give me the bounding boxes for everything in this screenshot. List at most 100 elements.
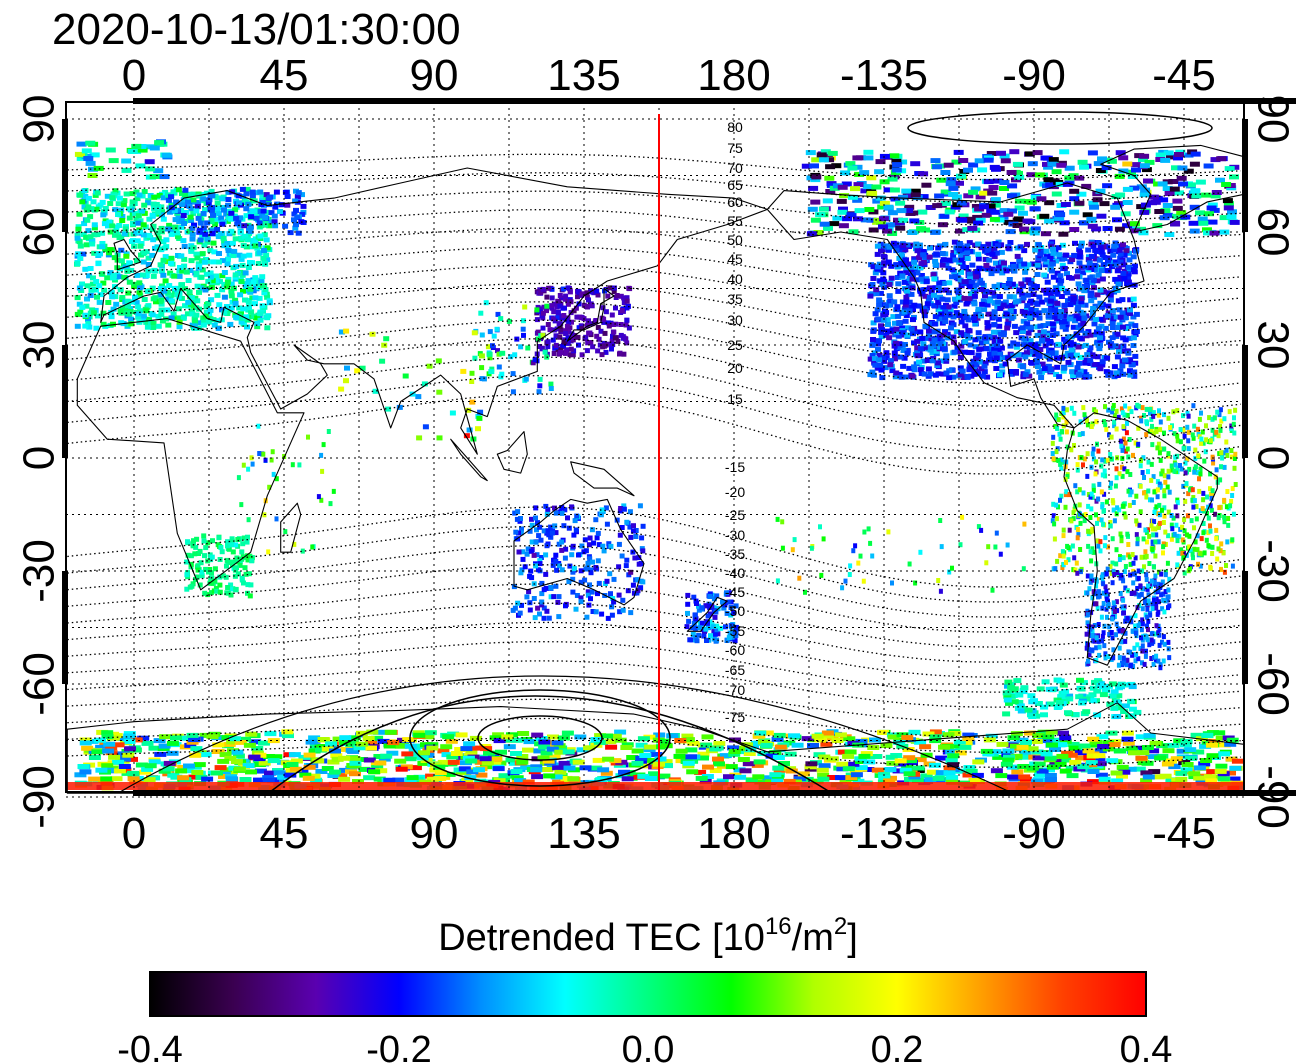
tec-pixel (906, 299, 913, 305)
tec-pixel (889, 327, 896, 333)
tec-pixel (88, 166, 98, 172)
tec-pixel (1156, 658, 1161, 664)
tec-pixel (553, 583, 559, 589)
tec-pixel (210, 212, 216, 218)
tec-pixel (1065, 543, 1070, 549)
tec-pixel (876, 357, 882, 363)
tec-pixel (228, 228, 235, 234)
tec-pixel (203, 566, 209, 572)
tec-pixel (1180, 524, 1185, 530)
tec-pixel (1105, 372, 1112, 378)
tec-pixel (611, 289, 617, 295)
tec-pixel (1083, 372, 1090, 378)
tec-pixel (1061, 405, 1066, 411)
tec-pixel (185, 552, 191, 558)
tec-pixel (1122, 337, 1129, 343)
tec-pixel (122, 305, 129, 311)
tec-pixel (606, 541, 612, 547)
tec-pixel (914, 248, 921, 254)
tec-pixel (150, 237, 157, 243)
tec-pixel (527, 573, 533, 579)
tec-pixel (1077, 250, 1084, 256)
tec-pixel (239, 575, 245, 581)
tec-pixel (1120, 371, 1127, 377)
tec-pixel (1115, 505, 1120, 511)
tec-pixel (999, 153, 1010, 159)
tec-pixel (1110, 498, 1115, 504)
tec-pixel (1114, 226, 1125, 232)
tec-pixel (686, 618, 692, 624)
tec-pixel (1096, 448, 1101, 454)
tec-pixel (1051, 501, 1056, 507)
tec-pixel (583, 566, 589, 572)
tec-pixel (1206, 504, 1211, 510)
tec-pixel (874, 251, 881, 257)
tec-pixel (611, 285, 617, 291)
tec-pixel (1148, 194, 1159, 200)
tec-pixel (161, 152, 172, 158)
tec-pixel (567, 289, 573, 295)
tec-pixel (129, 204, 136, 210)
tec-pixel (252, 240, 258, 246)
tec-pixel (85, 195, 92, 201)
tec-pixel (634, 590, 640, 596)
tec-pixel (86, 273, 93, 279)
tec-pixel (1128, 492, 1133, 498)
tec-pixel (207, 316, 214, 322)
tec-pixel (986, 151, 997, 156)
tec-pixel (95, 261, 102, 267)
tec-pixel (102, 205, 109, 211)
tec-pixel (191, 323, 198, 329)
tec-pixel (554, 304, 560, 310)
tec-pixel (536, 533, 542, 539)
tec-pixel (1028, 298, 1035, 304)
tec-pixel (1221, 550, 1226, 556)
tec-pixel (1094, 419, 1099, 425)
tec-pixel (1113, 370, 1120, 376)
tec-pixel (561, 523, 567, 529)
tec-pixel (174, 230, 181, 236)
tec-pixel (1222, 569, 1227, 575)
tec-pixel (1123, 585, 1128, 591)
tec-pixel (911, 259, 918, 265)
tec-pixel (1027, 161, 1038, 167)
tec-pixel (1118, 591, 1123, 596)
tec-pixel (1210, 454, 1215, 460)
tec-pixel (1050, 250, 1057, 256)
tec-pixel (908, 291, 915, 297)
tec-pixel (133, 217, 140, 222)
tec-pixel (232, 300, 239, 306)
tec-pixel (1133, 630, 1138, 636)
tec-pixel (913, 264, 920, 270)
tec-pixel (295, 230, 302, 236)
tec-pixel (872, 311, 879, 317)
tec-pixel (76, 141, 87, 147)
tec-pixel (1162, 641, 1167, 647)
tec-pixel (225, 189, 232, 195)
tec-pixel (1051, 169, 1062, 175)
tec-pixel (224, 218, 231, 224)
tec-pixel (99, 241, 106, 246)
tec-pixel (609, 312, 615, 318)
tec-pixel (205, 540, 211, 546)
tec-pixel (936, 280, 943, 286)
tec-pixel (99, 199, 106, 205)
tec-pixel (235, 537, 241, 542)
tec-pixel (135, 213, 142, 219)
tec-pixel (996, 372, 1003, 378)
tec-pixel (194, 283, 201, 289)
tec-pixel (1081, 490, 1086, 496)
tec-pixel (559, 539, 565, 545)
tec-pixel (1030, 194, 1041, 200)
tec-pixel (936, 316, 943, 322)
tec-pixel (1157, 450, 1162, 456)
tec-pixel (228, 586, 234, 592)
tec-pixel (203, 271, 210, 277)
tec-pixel (1144, 432, 1149, 438)
tec-pixel (1105, 654, 1110, 660)
tec-pixel (108, 289, 115, 295)
tec-pixel (1054, 449, 1059, 455)
tec-pixel (965, 317, 972, 323)
tec-pixel (983, 339, 990, 345)
tec-pixel (79, 199, 86, 205)
